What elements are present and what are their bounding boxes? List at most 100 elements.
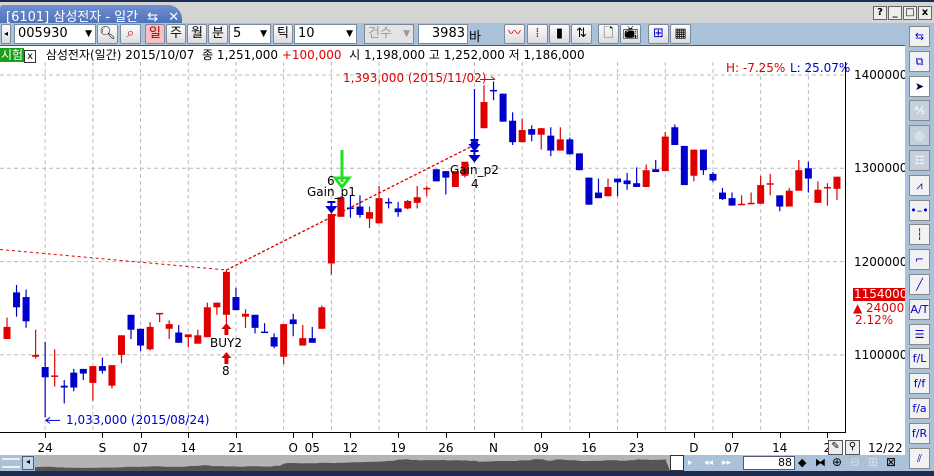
- price-axis[interactable]: 1400000 1300000 1200000 1100000 1154000 …: [845, 62, 909, 433]
- maximize-button[interactable]: □: [903, 6, 917, 20]
- search-button[interactable]: 🔍︎: [97, 24, 118, 44]
- zoom-in-button[interactable]: ⊕: [832, 455, 843, 469]
- text-line-icon[interactable]: A/T: [909, 298, 930, 320]
- x-tick-label: D: [689, 441, 699, 455]
- parallel-lines-icon[interactable]: ☰: [909, 323, 930, 345]
- candle-body: [776, 195, 784, 207]
- period-minute-button[interactable]: 분: [208, 24, 228, 44]
- minimize-button[interactable]: _: [888, 6, 902, 20]
- current-change: ▲ 24000: [853, 301, 905, 315]
- candle-body: [356, 206, 364, 215]
- scroll-left-button[interactable]: ◂: [1, 24, 11, 44]
- tick-combo[interactable]: 10 ▼: [294, 24, 357, 44]
- period-week-button[interactable]: 주: [166, 24, 186, 44]
- vertical-line-icon[interactable]: ┆: [909, 224, 930, 246]
- rewind-button[interactable]: ◂◂: [704, 458, 714, 468]
- reset-button[interactable]: ⊠: [886, 455, 897, 469]
- cursor-icon[interactable]: ➤: [909, 75, 930, 97]
- bar-count-input[interactable]: 3983: [418, 24, 468, 44]
- horizontal-line-icon[interactable]: •–•: [909, 199, 930, 221]
- candle-body: [509, 120, 517, 143]
- pattern-icon[interactable]: ☷: [909, 150, 930, 171]
- chart-line-button[interactable]: 〰: [504, 24, 525, 44]
- close-tab-icon[interactable]: ✕: [168, 10, 180, 25]
- grid-button[interactable]: ⊞: [868, 455, 879, 469]
- x-tick-label: 14: [772, 441, 788, 455]
- drag-handle-icon[interactable]: [2, 458, 20, 468]
- current-pct: 2.12%: [855, 313, 894, 327]
- minute-combo[interactable]: 5 ▼: [229, 24, 271, 44]
- chevron-down-icon: ▼: [260, 29, 267, 39]
- table-icon: ▦: [674, 26, 687, 41]
- close-button[interactable]: x: [918, 6, 932, 20]
- replay-button[interactable]: 📺︎: [620, 24, 641, 44]
- period-month-button[interactable]: 월: [187, 24, 207, 44]
- overview-navigator[interactable]: [35, 455, 670, 471]
- updown-arrows-icon: ⇅: [576, 26, 587, 41]
- count-combo[interactable]: 건수 ▼: [364, 24, 414, 44]
- channel-icon[interactable]: ⫽: [909, 447, 930, 469]
- trend-line: [226, 144, 475, 271]
- scroll-bar[interactable]: ◂ ▸ ◂◂ ▸▸ 88 ◆ ⧓ ⊕ ⊖ ⊞ ⊠: [0, 455, 905, 471]
- minute-value: 5: [233, 26, 242, 41]
- overview-histogram: [35, 459, 670, 471]
- info-bar: 시험 x 삼성전자(일간) 2015/10/07 종 1,251,000 +100…: [0, 46, 845, 63]
- bars-button[interactable]: ▮: [549, 24, 570, 44]
- window-tab[interactable]: [6101] 삼성전자 - 일간 ⇆ ✕: [0, 5, 182, 25]
- candle-dots-button[interactable]: ⁞: [527, 24, 548, 44]
- high-arrow-icon: [480, 76, 496, 81]
- gain2-count: 4: [471, 177, 479, 191]
- code-combo[interactable]: 005930 ▼: [14, 24, 96, 44]
- data-button[interactable]: 🗋: [598, 24, 619, 44]
- gain1-arrow-icon: [325, 201, 338, 214]
- info-close-button[interactable]: x: [24, 50, 37, 63]
- candlestick-chart[interactable]: [0, 62, 845, 432]
- candle-body: [280, 324, 288, 357]
- scroll-left-arrow[interactable]: ◂: [22, 456, 34, 470]
- candle-body: [184, 334, 192, 338]
- refresh-icon[interactable]: ⇆: [909, 26, 930, 47]
- zoom-out-button[interactable]: ⊖: [850, 455, 861, 469]
- x-tick-mark: [445, 433, 447, 438]
- step-forward-button[interactable]: ▸: [688, 458, 693, 468]
- expand-button[interactable]: ◆: [798, 456, 807, 469]
- fibo-fan-icon[interactable]: f/f: [909, 373, 930, 395]
- x-tick-mark: [779, 433, 781, 438]
- candle-body: [117, 335, 125, 355]
- fast-forward-button[interactable]: ▸▸: [722, 458, 732, 468]
- help-button[interactable]: ?: [873, 6, 887, 20]
- scroll-thumb[interactable]: [670, 455, 684, 471]
- line-chart-icon[interactable]: ⩘: [909, 174, 930, 196]
- candle-body: [623, 180, 631, 185]
- fibo-time-icon[interactable]: f/R: [909, 422, 930, 444]
- fit-button[interactable]: ⧓: [815, 456, 826, 469]
- bar-unit-label: 바: [469, 30, 481, 45]
- circle-icon[interactable]: ◎: [909, 125, 930, 147]
- segment-icon[interactable]: ⌐: [909, 249, 930, 271]
- chevron-down-icon: ▼: [85, 29, 92, 39]
- x-tick-mark: [293, 433, 295, 438]
- x-tick-label: O: [288, 441, 298, 455]
- grid-split-icon[interactable]: ⧉: [909, 50, 930, 72]
- candle-body: [499, 93, 507, 122]
- trend-line-icon[interactable]: ╱: [909, 274, 930, 295]
- zoom-button[interactable]: ⚲: [845, 440, 860, 455]
- candle-body: [709, 173, 717, 181]
- candle-body: [690, 149, 698, 176]
- compare-button[interactable]: ⊞: [648, 24, 669, 44]
- fibo-retrace-icon[interactable]: f/L: [909, 348, 930, 370]
- visible-count-input[interactable]: 88: [743, 456, 795, 470]
- period-day-button[interactable]: 일: [145, 24, 165, 44]
- candle-body: [394, 208, 402, 213]
- table-button[interactable]: ▦: [670, 24, 691, 44]
- link-icon[interactable]: ⇆: [147, 10, 159, 25]
- candle-body: [156, 312, 164, 315]
- candle-body: [146, 326, 154, 350]
- draw-button[interactable]: ✎: [828, 440, 843, 455]
- updown-button[interactable]: ⇅: [571, 24, 592, 44]
- candle-body: [70, 372, 78, 388]
- search-clear-button[interactable]: ⌕: [120, 24, 141, 44]
- fibo-icon[interactable]: ⅍: [909, 100, 930, 122]
- fibo-arc-icon[interactable]: f/a: [909, 398, 930, 419]
- tick-button[interactable]: 틱: [273, 24, 293, 44]
